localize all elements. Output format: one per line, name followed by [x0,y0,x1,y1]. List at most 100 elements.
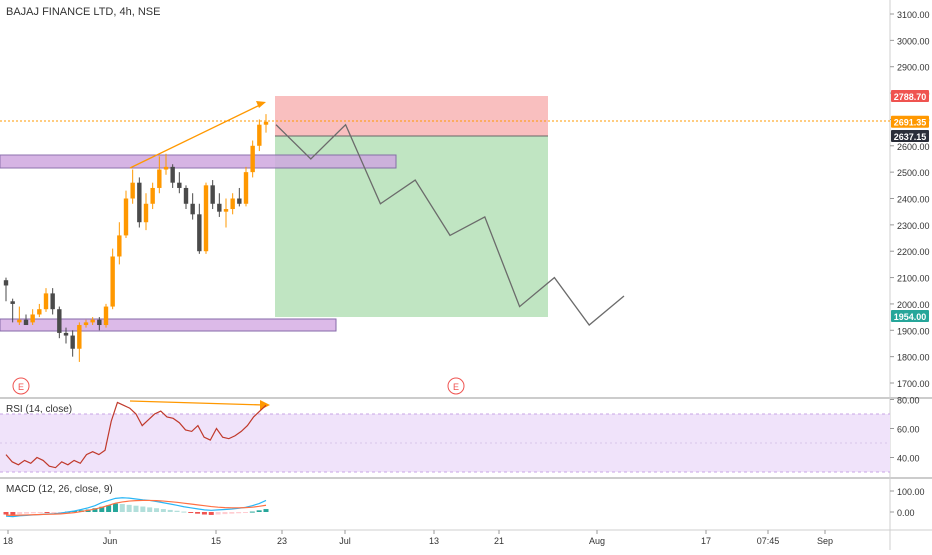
signal-line[interactable] [5,499,267,516]
candle-body[interactable] [17,319,22,323]
price-tick-label: 3100.00 [897,10,930,20]
macd-histogram-bar [3,512,9,515]
candle-body[interactable] [223,209,229,212]
candle-body[interactable] [150,187,155,204]
candle-body[interactable] [123,198,129,236]
candle-body[interactable] [103,306,109,326]
candle-body[interactable] [83,322,89,326]
price-tick-label: 2500.00 [897,168,930,178]
candle-body[interactable] [263,121,269,125]
time-tick-label: 17 [701,536,711,546]
macd-histogram-bar [181,511,187,513]
candle-body[interactable] [63,332,69,336]
macd-histogram-bar [215,512,221,515]
candle-body[interactable] [117,235,122,257]
macd-histogram-bar [236,512,242,514]
chart-title: BAJAJ FINANCE LTD, 4h, NSE [6,6,160,18]
time-tick-label: 18 [3,536,13,546]
time-axis[interactable]: 18 Jun 15 23 Jul 13 21 Aug 17 07:45 Sep [3,530,833,546]
price-badge: 1954.00 [894,312,927,322]
resistance-zone[interactable] [0,154,397,169]
macd-histogram-bar [195,512,201,514]
earnings-event-marker[interactable]: E [12,377,30,395]
svg-text:E: E [453,382,459,392]
macd-histogram-bar [188,512,194,513]
macd-histogram-bar [10,512,16,515]
candle-body[interactable] [3,280,9,286]
rsi-line[interactable] [5,401,267,469]
candle-body[interactable] [143,203,149,223]
rsi-axis: 80.00 60.00 40.00 [890,396,920,464]
candle-body[interactable] [23,319,29,326]
candle-body[interactable] [190,203,195,215]
candle-body[interactable] [90,319,95,323]
macd-label: MACD (12, 26, close, 9) [6,484,113,495]
candle-body[interactable] [197,214,202,252]
price-tick-label: 1800.00 [897,353,930,363]
price-tick-label: 2400.00 [897,195,930,205]
time-tick-label: 23 [277,536,287,546]
support-zone[interactable] [0,318,337,332]
macd-histogram-bar [119,504,125,512]
price-tick-label: 1700.00 [897,379,930,389]
candle-body[interactable] [43,293,49,310]
rsi-trend-arrow[interactable] [129,400,270,410]
candle-body[interactable] [177,182,182,188]
price-badge: 2691.35 [894,118,927,128]
candle-body[interactable] [37,309,42,315]
trend-arrow[interactable] [129,101,266,169]
candle-body[interactable] [183,187,189,204]
macd-histogram-bar [126,504,132,512]
candle-body[interactable] [230,198,235,210]
macd-histogram-bar [242,512,248,513]
candle-body[interactable] [137,182,142,223]
earnings-event-marker[interactable]: E [447,377,465,395]
candlestick-series[interactable] [3,114,269,362]
candle-body[interactable] [50,293,55,310]
candle-body[interactable] [57,309,62,333]
macd-histogram-bar [167,509,173,512]
macd-histogram[interactable] [3,503,269,515]
candle-body[interactable] [130,182,135,199]
stop-loss-zone[interactable] [275,96,548,136]
macd-histogram-bar [44,512,50,514]
macd-histogram-bar [99,506,105,512]
macd-histogram-bar [263,509,269,512]
candle-body[interactable] [70,335,75,349]
time-tick-label: 15 [211,536,221,546]
macd-histogram-bar [112,503,118,512]
candle-body[interactable] [157,169,162,188]
candle-body[interactable] [97,319,102,326]
candle-body[interactable] [10,301,15,304]
candle-body[interactable] [110,256,115,307]
macd-histogram-bar [174,510,180,512]
candle-body[interactable] [243,172,249,204]
candle-body[interactable] [217,203,222,212]
projection-path[interactable] [275,123,625,326]
macd-histogram-bar [140,506,146,512]
time-tick-label: Sep [817,536,833,546]
macd-histogram-bar [160,509,166,512]
candle-body[interactable] [237,198,242,204]
rsi-label: RSI (14, close) [6,404,72,415]
price-tick-label: 2900.00 [897,63,930,73]
candle-body[interactable] [257,124,262,146]
price-tick-label: 2000.00 [897,300,930,310]
time-tick-label: Aug [589,536,605,546]
candle-body[interactable] [30,314,35,323]
macd-histogram-bar [229,512,235,514]
candle-body[interactable] [163,166,169,170]
time-tick-label: 21 [494,536,504,546]
macd-histogram-bar [154,508,160,512]
macd-histogram-bar [17,512,23,515]
macd-histogram-bar [208,512,214,515]
candle-body[interactable] [203,185,209,252]
macd-histogram-bar [106,505,112,512]
candle-body[interactable] [77,325,82,349]
candle-body[interactable] [210,185,215,204]
candle-body[interactable] [170,166,175,183]
candle-body[interactable] [250,145,255,173]
macd-tick-label: 0.00 [897,508,915,518]
